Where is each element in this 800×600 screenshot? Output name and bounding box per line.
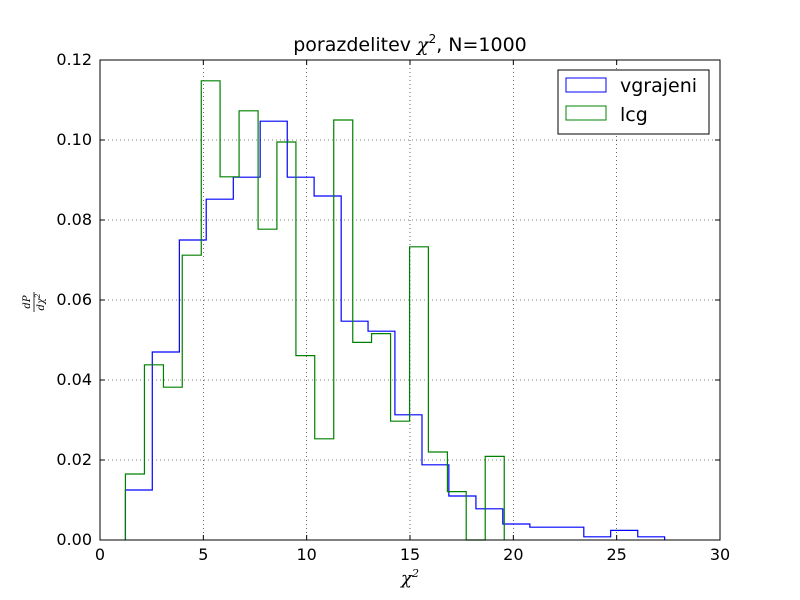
chart-title: porazdelitev χ2, N=1000	[293, 32, 527, 56]
histogram-outline-vgrajeni	[124, 120, 666, 540]
x-tick-label: 20	[503, 545, 523, 564]
y-tick-label: 0.00	[56, 530, 92, 549]
y-tick-labels: 0.00 0.02 0.04 0.06 0.08 0.10 0.12	[56, 50, 92, 549]
title-chi-superscript: 2	[429, 32, 437, 46]
y-axis-label: dP dχ2	[22, 292, 47, 312]
legend-swatch-lcg	[565, 105, 607, 121]
xlabel-chi-symbol: χ	[399, 568, 413, 589]
x-tick-label: 0	[95, 545, 105, 564]
legend: vgrajeni lcg	[557, 69, 710, 135]
y-tick-label: 0.10	[56, 130, 92, 149]
x-tick-labels: 0 5 10 15 20 25 30	[95, 545, 730, 564]
x-tick-label: 30	[710, 545, 730, 564]
x-tick-label: 25	[606, 545, 626, 564]
title-chi-symbol: χ	[415, 34, 430, 56]
y-tick-label: 0.04	[56, 370, 92, 389]
ylabel-denominator: dχ2	[34, 293, 47, 310]
series-layer	[124, 80, 666, 541]
x-tick-label: 10	[296, 545, 316, 564]
title-suffix: , N=1000	[436, 34, 527, 56]
x-tick-label: 15	[400, 545, 420, 564]
x-tick-label: 5	[198, 545, 208, 564]
y-tick-label: 0.06	[56, 290, 92, 309]
series-vgrajeni	[124, 120, 666, 540]
y-tick-label: 0.08	[56, 210, 92, 229]
legend-box	[557, 69, 710, 135]
tick-marks	[99, 59, 721, 541]
ylabel-denominator-sup: 2	[34, 293, 42, 299]
x-axis-label: χ2	[399, 567, 419, 589]
ylabel-denominator-symbol: dχ	[36, 297, 47, 310]
y-tick-label: 0.02	[56, 450, 92, 469]
xlabel-superscript: 2	[411, 567, 419, 580]
legend-swatch-vgrajeni	[565, 77, 607, 93]
histogram-outline-lcg	[124, 80, 505, 541]
series-lcg	[124, 80, 505, 541]
ylabel-numerator: dP	[22, 295, 33, 308]
legend-label-lcg: lcg	[620, 104, 648, 126]
legend-label-vgrajeni: vgrajeni	[620, 75, 697, 97]
y-tick-label: 0.12	[56, 50, 92, 69]
title-prefix: porazdelitev	[293, 34, 417, 56]
